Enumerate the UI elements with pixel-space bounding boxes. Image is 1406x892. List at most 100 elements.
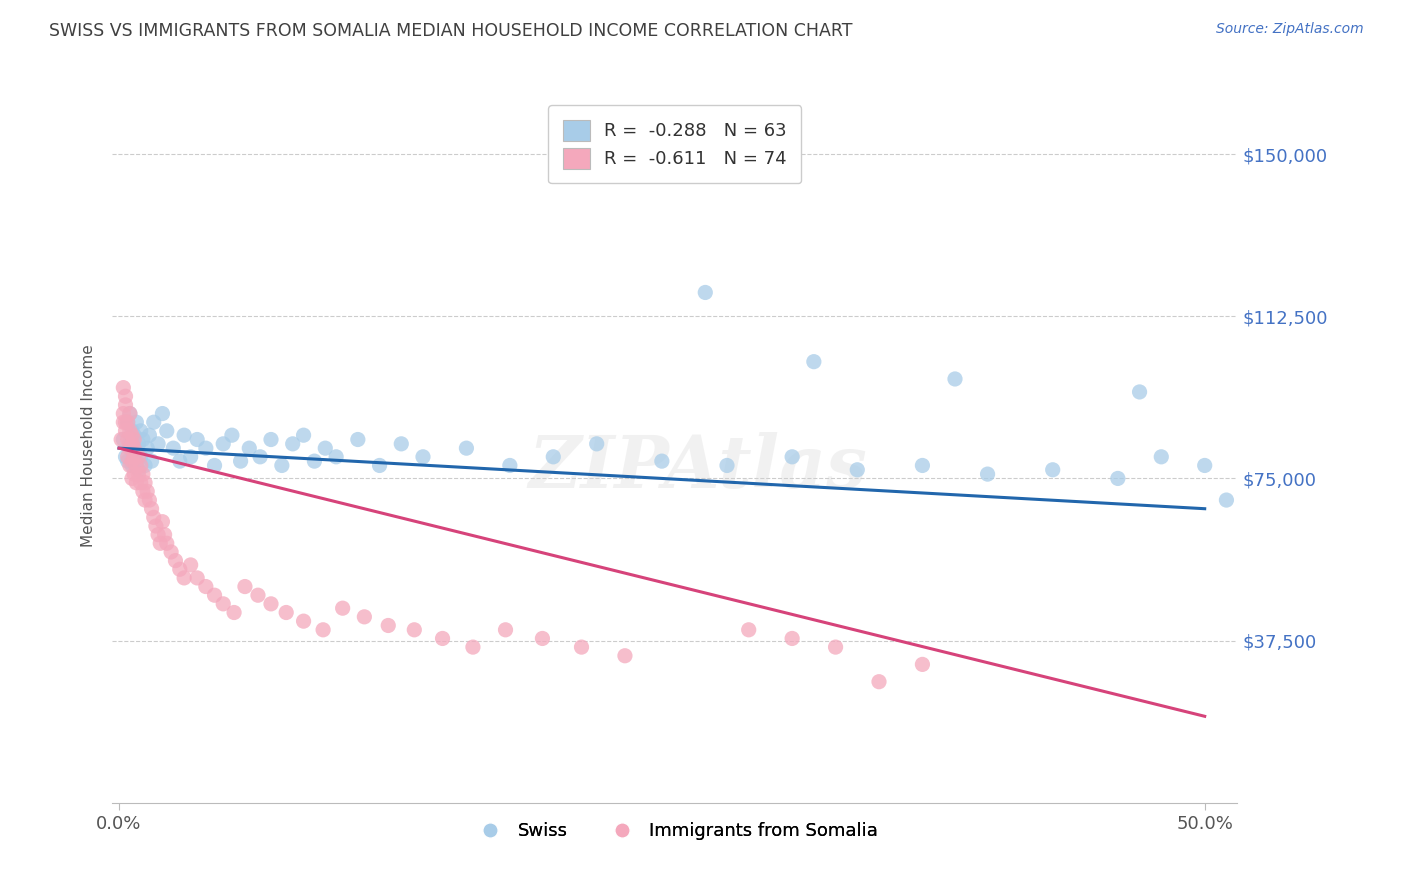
Point bbox=[780, 450, 803, 464]
Point bbox=[389, 437, 412, 451]
Point bbox=[276, 606, 298, 620]
Point bbox=[125, 475, 148, 490]
Point bbox=[233, 580, 256, 594]
Point bbox=[114, 424, 136, 438]
Point bbox=[160, 545, 183, 559]
Point bbox=[412, 450, 434, 464]
Point bbox=[118, 424, 141, 438]
Point bbox=[128, 467, 150, 482]
Point bbox=[432, 632, 454, 646]
Legend: Swiss, Immigrants from Somalia: Swiss, Immigrants from Somalia bbox=[465, 815, 884, 847]
Point bbox=[149, 536, 172, 550]
Point bbox=[204, 588, 226, 602]
Point bbox=[128, 437, 150, 451]
Point bbox=[695, 285, 717, 300]
Point bbox=[531, 632, 554, 646]
Point bbox=[169, 454, 191, 468]
Point bbox=[128, 463, 150, 477]
Point bbox=[122, 467, 145, 482]
Point bbox=[651, 454, 673, 468]
Point bbox=[132, 433, 155, 447]
Point bbox=[117, 415, 139, 429]
Point bbox=[260, 433, 283, 447]
Point bbox=[304, 454, 326, 468]
Point bbox=[347, 433, 370, 447]
Point bbox=[260, 597, 283, 611]
Point bbox=[121, 454, 143, 468]
Point bbox=[114, 389, 136, 403]
Point bbox=[142, 510, 165, 524]
Point bbox=[943, 372, 966, 386]
Point bbox=[121, 471, 143, 485]
Point bbox=[332, 601, 354, 615]
Point bbox=[1042, 463, 1064, 477]
Point bbox=[114, 415, 136, 429]
Point bbox=[129, 475, 152, 490]
Point bbox=[141, 501, 163, 516]
Point bbox=[117, 454, 139, 468]
Point bbox=[112, 433, 135, 447]
Point bbox=[194, 580, 217, 594]
Point bbox=[738, 623, 761, 637]
Point bbox=[911, 657, 934, 672]
Point bbox=[1215, 493, 1237, 508]
Point bbox=[1107, 471, 1129, 485]
Point bbox=[1150, 450, 1173, 464]
Point bbox=[194, 441, 217, 455]
Point bbox=[156, 536, 179, 550]
Point bbox=[613, 648, 636, 663]
Point bbox=[377, 618, 399, 632]
Point bbox=[716, 458, 738, 473]
Point bbox=[368, 458, 391, 473]
Point bbox=[112, 415, 135, 429]
Point bbox=[222, 606, 245, 620]
Point bbox=[121, 428, 143, 442]
Point bbox=[114, 450, 136, 464]
Point bbox=[824, 640, 846, 654]
Text: ZIPAtlas: ZIPAtlas bbox=[529, 432, 866, 503]
Point bbox=[146, 527, 169, 541]
Point bbox=[249, 450, 271, 464]
Point bbox=[134, 493, 156, 508]
Point bbox=[246, 588, 269, 602]
Point bbox=[122, 450, 145, 464]
Point bbox=[204, 458, 226, 473]
Point bbox=[118, 407, 141, 421]
Point bbox=[221, 428, 243, 442]
Point bbox=[499, 458, 522, 473]
Point bbox=[180, 450, 202, 464]
Point bbox=[118, 407, 141, 421]
Point bbox=[186, 433, 208, 447]
Point bbox=[404, 623, 426, 637]
Point bbox=[118, 458, 141, 473]
Point bbox=[353, 610, 375, 624]
Point bbox=[173, 571, 195, 585]
Point bbox=[212, 597, 235, 611]
Point bbox=[118, 441, 141, 455]
Point bbox=[292, 614, 315, 628]
Point bbox=[112, 407, 135, 421]
Point bbox=[152, 407, 174, 421]
Point bbox=[134, 458, 156, 473]
Point bbox=[976, 467, 998, 482]
Point bbox=[125, 454, 148, 468]
Point bbox=[585, 437, 607, 451]
Point bbox=[312, 623, 335, 637]
Point bbox=[114, 398, 136, 412]
Point bbox=[145, 519, 167, 533]
Point bbox=[156, 424, 179, 438]
Point bbox=[122, 433, 145, 447]
Point bbox=[121, 437, 143, 451]
Point bbox=[456, 441, 478, 455]
Point bbox=[142, 415, 165, 429]
Point bbox=[122, 428, 145, 442]
Point bbox=[134, 475, 156, 490]
Point bbox=[132, 467, 155, 482]
Point bbox=[121, 424, 143, 438]
Point bbox=[162, 441, 184, 455]
Point bbox=[129, 458, 152, 473]
Point bbox=[186, 571, 208, 585]
Point bbox=[325, 450, 347, 464]
Point bbox=[270, 458, 292, 473]
Point bbox=[292, 428, 315, 442]
